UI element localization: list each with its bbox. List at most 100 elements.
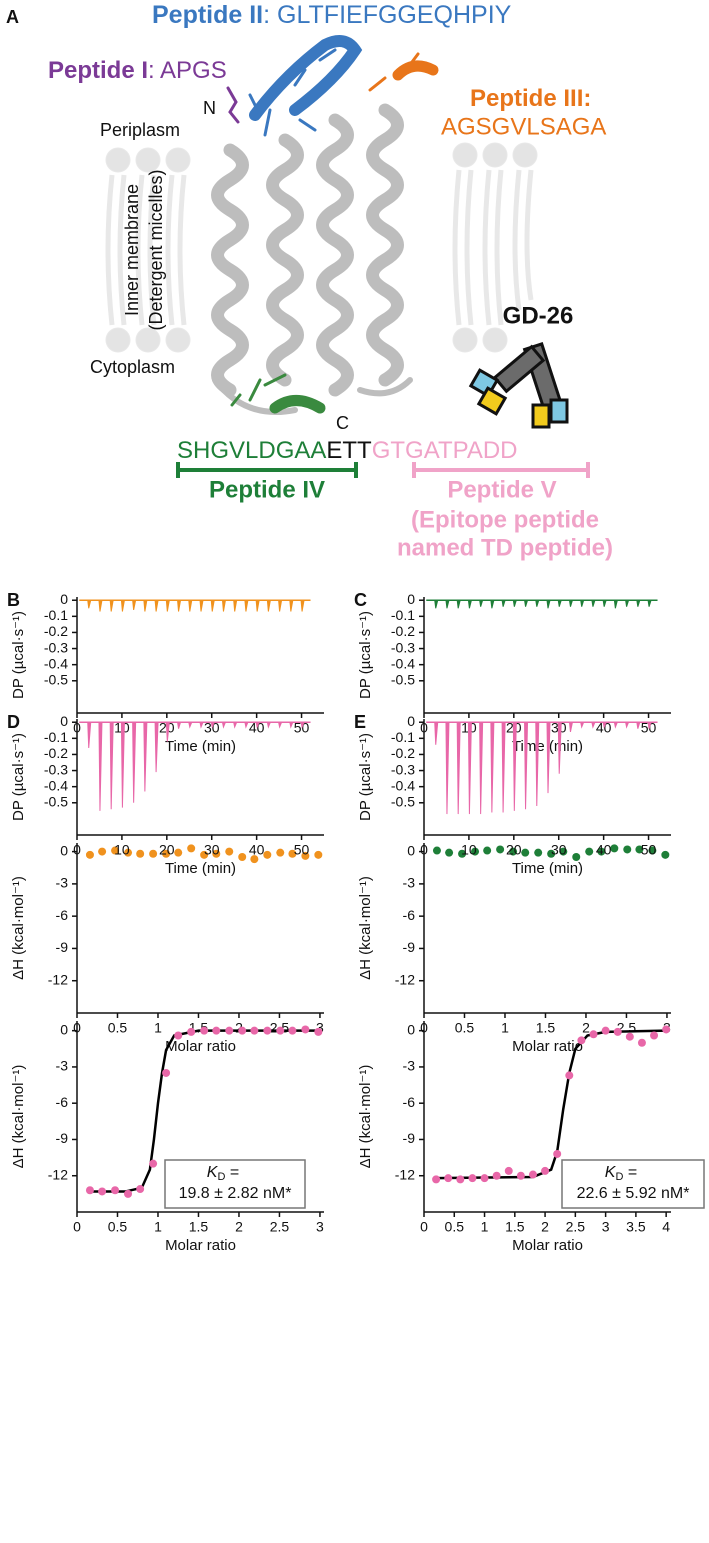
x-tick-label: 30 [204, 720, 220, 736]
injection-peak [300, 599, 305, 612]
sequence: SHGVLDGAAETTGTGATPADD [177, 437, 518, 464]
y-tick-label: -12 [48, 971, 68, 987]
injection-peak [266, 599, 271, 612]
y-tick-label: -9 [403, 939, 416, 955]
peptide-seq: : APGS [148, 57, 227, 84]
y-tick-label: -3 [403, 875, 416, 891]
injection-peak [233, 599, 238, 612]
x-tick-label: 40 [249, 842, 265, 858]
y-tick-label: 0 [60, 842, 68, 858]
y-tick-label: -0.1 [44, 607, 68, 623]
data-point [432, 1175, 441, 1184]
data-point [492, 1171, 501, 1180]
kd-equals: = [623, 1164, 637, 1181]
data-point [662, 1025, 671, 1034]
x-axis-title: Time (min) [165, 738, 236, 755]
data-point [471, 847, 480, 856]
kd-value: 19.8 ± 2.82 nM* [179, 1185, 292, 1202]
x-tick-label: 0.5 [108, 1219, 128, 1235]
seq-v: GTGATPADD [372, 437, 518, 464]
data-point [458, 849, 467, 858]
injection-peak [199, 599, 204, 612]
y-tick-label: -12 [48, 1166, 68, 1182]
injection-peak [188, 599, 193, 612]
x-tick-label: 40 [596, 720, 612, 736]
injection-peak [613, 599, 619, 609]
injection-peak [277, 721, 283, 729]
bracket-v [412, 462, 590, 478]
data-point [565, 1071, 574, 1080]
micelles-label: (Detergent micelles) [146, 169, 166, 330]
injection-peak [647, 599, 652, 607]
data-point [225, 1026, 234, 1035]
x-tick-label: 30 [551, 842, 567, 858]
data-point [263, 850, 272, 859]
data-point [98, 847, 107, 856]
y-tick-label: 0 [60, 1021, 68, 1037]
y-tick-label: 0 [407, 842, 415, 858]
data-point [521, 848, 530, 857]
y-axis-title: ΔH (kcal·mol⁻¹) [10, 876, 27, 980]
y-tick-label: -0.4 [391, 655, 415, 671]
y-axis-title: ΔH (kcal·mol⁻¹) [357, 876, 374, 980]
y-tick-label: -12 [395, 971, 415, 987]
injection-peak [501, 721, 506, 813]
data-point [212, 849, 221, 858]
data-point [601, 1026, 610, 1035]
injection-peak [490, 599, 495, 609]
injection-peak [120, 721, 125, 808]
peptide-name: Peptide II [152, 1, 263, 29]
bracket-iv [176, 462, 358, 478]
injection-peak [176, 721, 182, 729]
data-point [516, 1171, 525, 1180]
injection-peak [512, 599, 517, 607]
c-terminus: C [336, 413, 349, 433]
injection-peak [580, 599, 585, 607]
y-tick-label: -0.3 [44, 761, 68, 777]
antibody-icon [468, 342, 569, 429]
seq-iv: SHGVLDGAA [177, 437, 326, 464]
x-tick-label: 50 [641, 842, 657, 858]
data-point [480, 1174, 489, 1183]
x-tick-label: 2 [582, 1020, 590, 1036]
data-point [648, 846, 657, 855]
injection-peak [467, 599, 473, 609]
x-tick-label: 10 [461, 842, 477, 858]
injection-peak [98, 721, 103, 811]
peptide-ii-label: Peptide II: GLTFIEFGGEQHPIY [152, 1, 512, 29]
data-point [187, 1027, 196, 1036]
injection-peak [568, 599, 574, 607]
kd-label: KD = [207, 1164, 239, 1183]
y-tick-label: -9 [403, 1130, 416, 1146]
peptide-name: Peptide III [470, 85, 583, 112]
y-tick-label: -9 [56, 1130, 69, 1146]
data-point [625, 1032, 634, 1041]
x-axis-title: Time (min) [512, 860, 583, 877]
data-point [623, 845, 632, 854]
injection-peak [244, 721, 249, 729]
injection-peak [467, 721, 472, 815]
x-tick-label: 3 [602, 1219, 610, 1235]
panel-label: E [354, 712, 366, 732]
injection-peak [580, 721, 585, 729]
x-tick-label: 1 [481, 1219, 489, 1235]
y-tick-label: -0.5 [391, 671, 415, 687]
data-point [124, 848, 133, 857]
x-tick-label: 4 [662, 1219, 670, 1235]
data-point [174, 1031, 183, 1040]
data-point [650, 1031, 659, 1040]
y-tick-label: -3 [56, 1058, 69, 1074]
data-point [301, 851, 310, 860]
injection-peak [221, 599, 227, 612]
injection-peak [613, 721, 619, 729]
x-tick-label: 0 [73, 1219, 81, 1235]
injection-peak [109, 721, 114, 810]
data-point [483, 846, 492, 855]
injection-peak [625, 599, 630, 607]
data-point [200, 1026, 209, 1035]
injection-peak [647, 721, 652, 729]
panel-label: D [7, 712, 20, 732]
panel-label: A [6, 7, 19, 27]
x-tick-label: 2 [235, 1020, 243, 1036]
y-tick-label: -0.5 [391, 793, 415, 809]
